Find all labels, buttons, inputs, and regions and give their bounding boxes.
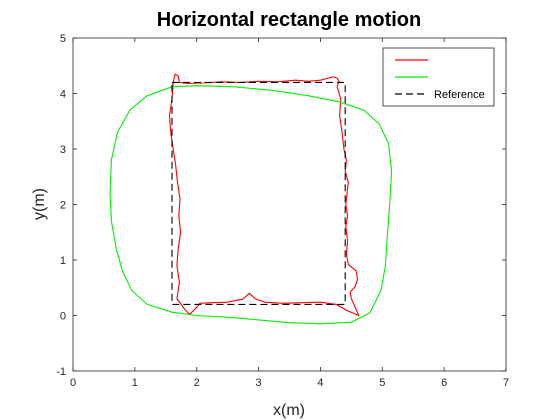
x-tick-label: 4 (317, 377, 323, 389)
series-line-red (168, 73, 360, 317)
y-tick-label: 3 (60, 144, 66, 156)
chart-title: Horizontal rectangle motion (157, 9, 421, 31)
x-axis-label: x(m) (273, 402, 305, 419)
y-tick-label: 2 (60, 200, 66, 212)
legend-label: Reference (434, 89, 485, 101)
legend: Reference (382, 47, 495, 107)
y-tick-label: 5 (60, 33, 66, 45)
x-tick-label: 2 (194, 377, 200, 389)
y-axis-label: y(m) (31, 188, 48, 220)
x-tick-label: 3 (256, 377, 262, 389)
y-tick-label: 4 (60, 89, 66, 101)
series-line-reference (171, 81, 346, 305)
x-tick-label: 6 (441, 377, 447, 389)
y-tick-label: -1 (56, 366, 66, 378)
x-tick-label: 0 (70, 377, 76, 389)
x-tick-label: 5 (379, 377, 385, 389)
series-line-green (109, 85, 393, 325)
y-tick-label: 0 (60, 311, 66, 323)
x-tick-label: 1 (132, 377, 138, 389)
x-tick-label: 7 (503, 377, 509, 389)
y-tick-label: 1 (60, 255, 66, 267)
